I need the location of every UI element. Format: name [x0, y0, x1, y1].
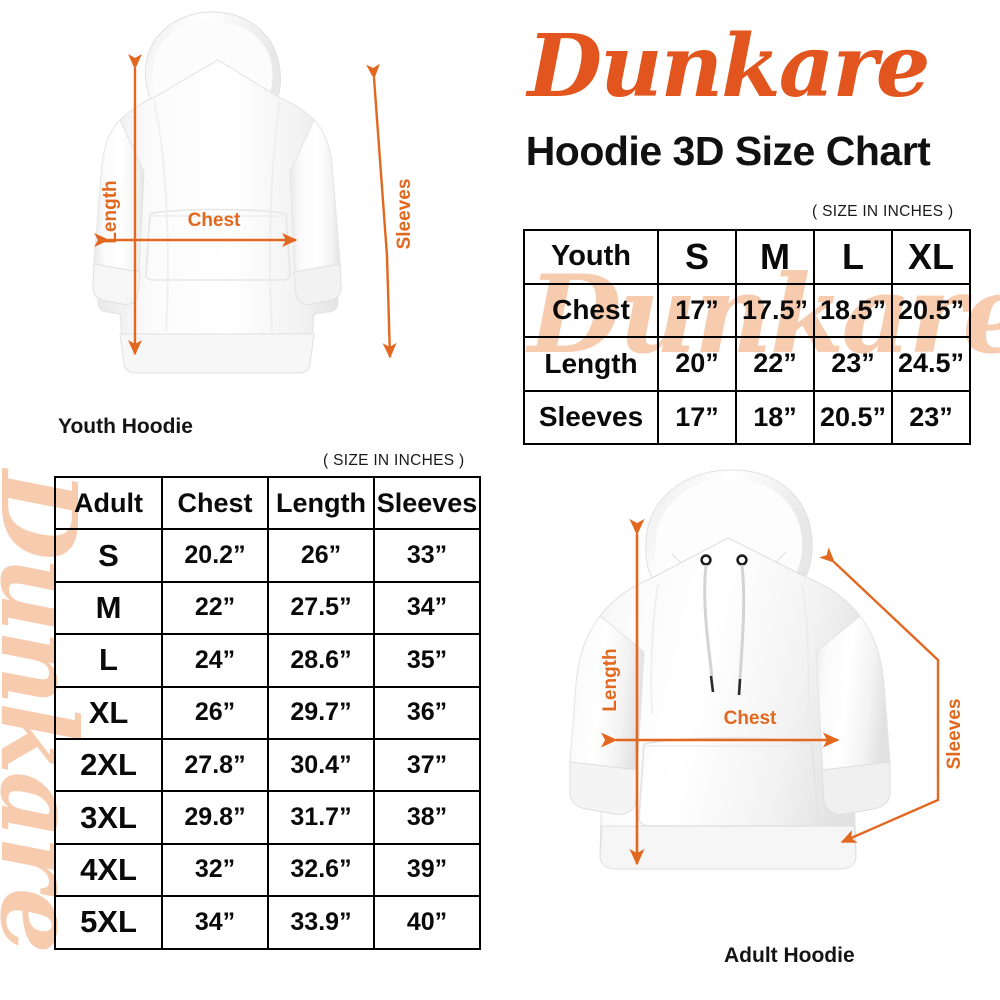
adult-hoodie-illustration: Length Chest Sleeves — [560, 452, 990, 942]
youth-size-l: L — [813, 229, 893, 285]
youth-size-table: Youth S M L XL Chest 17” 17.5” 18.5” 20.… — [523, 229, 971, 445]
adult-size-s: S — [54, 528, 163, 583]
adult-sleeves-2xl: 37” — [373, 737, 481, 793]
drawstring-eyelet-right — [736, 554, 748, 566]
youth-sleeves-l: 20.5” — [813, 389, 893, 445]
adult-size-m: M — [54, 580, 163, 636]
adult-sleeves-5xl: 40” — [373, 895, 481, 950]
table-row: Length 20” 22” 23” 24.5” — [523, 336, 971, 392]
youth-length-xl: 24.5” — [891, 336, 971, 392]
adult-size-3xl: 3XL — [54, 790, 163, 845]
youth-hoodie-caption: Youth Hoodie — [58, 415, 193, 438]
youth-length-label: Length — [100, 180, 121, 243]
adult-units-note: ( SIZE IN INCHES ) — [323, 452, 465, 469]
adult-sleeves-m: 34” — [373, 580, 481, 636]
adult-chest-s: 20.2” — [161, 528, 269, 583]
adult-col-length: Length — [267, 475, 375, 531]
adult-length-xl: 29.7” — [267, 685, 375, 740]
youth-length-l: 23” — [813, 336, 893, 392]
adult-sleeves-3xl: 38” — [373, 790, 481, 845]
adult-length-5xl: 33.9” — [267, 895, 375, 950]
table-row: L 24” 28.6” 35” — [54, 633, 481, 688]
youth-measure-sleeves: Sleeves — [523, 389, 659, 445]
adult-hoodie-caption: Adult Hoodie — [724, 944, 855, 967]
youth-chest-s: 17” — [657, 282, 737, 338]
adult-size-2xl: 2XL — [54, 737, 163, 793]
adult-sleeves-s: 33” — [373, 528, 481, 583]
adult-chest-m: 22” — [161, 580, 269, 636]
youth-chest-l: 18.5” — [813, 282, 893, 338]
adult-length-m: 27.5” — [267, 580, 375, 636]
brand-logo: Dunkare — [468, 8, 988, 133]
drawstring-left — [703, 564, 714, 678]
adult-chest-4xl: 32” — [161, 842, 269, 898]
adult-length-label: Length — [600, 648, 621, 711]
sleeves-arrow — [819, 547, 940, 844]
youth-measure-length: Length — [523, 336, 659, 392]
adult-sleeves-4xl: 39” — [373, 842, 481, 898]
adult-chest-l: 24” — [161, 633, 269, 688]
table-row: 2XL 27.8” 30.4” 37” — [54, 737, 481, 793]
youth-chest-xl: 20.5” — [891, 282, 971, 338]
adult-sleeves-xl: 36” — [373, 685, 481, 740]
adult-size-4xl: 4XL — [54, 842, 163, 898]
youth-hoodie-illustration: Length Chest Sleeves — [58, 2, 428, 412]
adult-chest-2xl: 27.8” — [161, 737, 269, 793]
table-row: 5XL 34” 33.9” 40” — [54, 895, 481, 950]
adult-size-xl: XL — [54, 685, 163, 740]
youth-size-m: M — [735, 229, 815, 285]
youth-sleeves-label: Sleeves — [394, 179, 415, 250]
youth-hoodie-garment — [92, 11, 342, 374]
adult-sleeves-l: 35” — [373, 633, 481, 688]
adult-measure-annotations: Length Chest Sleeves — [600, 518, 965, 866]
table-row: XL 26” 29.7” 36” — [54, 685, 481, 740]
table-row: Sleeves 17” 18” 20.5” 23” — [523, 389, 971, 445]
youth-sleeves-s: 17” — [657, 389, 737, 445]
adult-table-header-row: Adult Chest Length Sleeves — [54, 475, 481, 531]
youth-size-s: S — [657, 229, 737, 285]
youth-measure-chest: Chest — [523, 282, 659, 338]
adult-length-4xl: 32.6” — [267, 842, 375, 898]
adult-size-5xl: 5XL — [54, 895, 163, 950]
youth-chest-m: 17.5” — [735, 282, 815, 338]
youth-chest-label: Chest — [188, 210, 241, 231]
brand-logo-text: Dunkare — [527, 16, 931, 117]
youth-measure-annotations: Length Chest Sleeves — [94, 54, 415, 359]
adult-chest-3xl: 29.8” — [161, 790, 269, 845]
drawstring-right — [738, 564, 746, 681]
youth-table-header-row: Youth S M L XL — [523, 229, 971, 285]
table-row: 4XL 32” 32.6” 39” — [54, 842, 481, 898]
youth-sleeves-xl: 23” — [891, 389, 971, 445]
adult-col-sleeves: Sleeves — [373, 475, 481, 531]
youth-length-m: 22” — [735, 336, 815, 392]
sleeves-arrow — [366, 63, 397, 359]
youth-units-note: ( SIZE IN INCHES ) — [812, 203, 954, 220]
youth-size-xl: XL — [891, 229, 971, 285]
adult-length-2xl: 30.4” — [267, 737, 375, 793]
adult-chest-label: Chest — [724, 708, 777, 729]
youth-length-s: 20” — [657, 336, 737, 392]
adult-col-adult: Adult — [54, 475, 163, 531]
table-row: M 22” 27.5” 34” — [54, 580, 481, 636]
page-title: Hoodie 3D Size Chart — [525, 128, 931, 174]
adult-length-s: 26” — [267, 528, 375, 583]
adult-chest-xl: 26” — [161, 685, 269, 740]
table-row: Chest 17” 17.5” 18.5” 20.5” — [523, 282, 971, 338]
adult-sleeves-label: Sleeves — [944, 699, 965, 770]
youth-corner-label: Youth — [523, 229, 659, 285]
adult-chest-5xl: 34” — [161, 895, 269, 950]
adult-size-table: Adult Chest Length Sleeves S 20.2” 26” 3… — [54, 475, 481, 950]
adult-length-l: 28.6” — [267, 633, 375, 688]
table-row: 3XL 29.8” 31.7” 38” — [54, 790, 481, 845]
adult-col-chest: Chest — [161, 475, 269, 531]
drawstring-eyelet-left — [700, 554, 712, 566]
table-row: S 20.2” 26” 33” — [54, 528, 481, 583]
adult-length-3xl: 31.7” — [267, 790, 375, 845]
adult-size-l: L — [54, 633, 163, 688]
youth-sleeves-m: 18” — [735, 389, 815, 445]
